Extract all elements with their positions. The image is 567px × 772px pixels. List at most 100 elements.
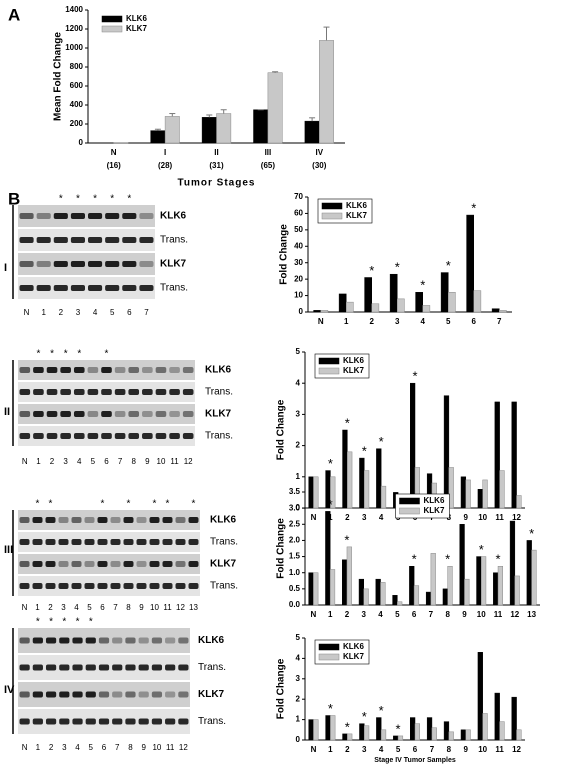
significance-star: * [362, 709, 367, 724]
bar [481, 556, 487, 606]
blot-band [70, 213, 85, 219]
significance-star: * [412, 369, 417, 384]
bar [150, 130, 166, 144]
blot-band [142, 411, 153, 417]
blot-band [182, 433, 194, 439]
blot-band [112, 691, 123, 698]
blot-band [178, 664, 189, 671]
x-tick-label: 6 [413, 745, 418, 754]
bar [329, 569, 336, 606]
lane-star: * [62, 617, 66, 628]
lane-star: * [49, 617, 53, 628]
blot-row-label: KLK6 [160, 211, 187, 222]
y-axis-title: Fold Change [276, 658, 287, 719]
blot-band [165, 637, 176, 644]
y-tick-label: 2 [296, 441, 301, 450]
x-tick-label: 4 [378, 610, 383, 619]
blot-band [87, 367, 99, 373]
blot-band [162, 583, 173, 589]
bar [531, 549, 537, 606]
blot-band [151, 664, 163, 671]
y-tick-label: 1 [296, 715, 301, 724]
blot-band [53, 237, 68, 243]
bar [410, 382, 416, 509]
legend-swatch [318, 653, 340, 661]
blot-band [19, 367, 31, 373]
blot-band [88, 237, 103, 243]
legend-swatch [101, 25, 123, 33]
stage-label: II [4, 406, 10, 418]
lane-label: N [22, 457, 28, 466]
blot-band [188, 517, 199, 523]
lane-label: N [22, 603, 28, 612]
blot-band [58, 583, 69, 589]
lane-label: 9 [139, 603, 144, 612]
x-tick-label: 1 [328, 513, 333, 522]
bar [511, 696, 517, 741]
y-tick-label: 10 [294, 291, 303, 300]
stage-label: III [4, 544, 13, 556]
blot-band [36, 285, 51, 291]
bar [346, 301, 354, 313]
legend-label: KLK7 [126, 24, 147, 33]
bar [363, 725, 370, 741]
blot-band [87, 433, 99, 439]
lane-label: 10 [150, 603, 159, 612]
lane-star: * [192, 499, 196, 510]
bar [363, 470, 370, 509]
blot-band [110, 583, 121, 589]
blot-row-label: Trans. [205, 431, 233, 442]
blot-band [70, 237, 85, 243]
lane-label: 10 [152, 743, 161, 752]
bar [464, 578, 470, 606]
bar [514, 575, 520, 606]
bar [494, 401, 500, 509]
lane-star: * [64, 349, 68, 360]
bar [482, 713, 488, 741]
blot-band [114, 433, 126, 439]
lane-star: * [49, 499, 53, 510]
blot-band [59, 637, 70, 644]
blot-band [19, 411, 31, 417]
bar [511, 401, 517, 509]
bar [330, 476, 336, 509]
lane-label: 8 [132, 457, 137, 466]
bar [380, 729, 387, 741]
lane-label: 6 [104, 457, 109, 466]
blot-band [19, 539, 30, 545]
bar [494, 692, 500, 741]
blot-band [85, 691, 96, 698]
y-tick-label: 0 [296, 735, 301, 744]
significance-star: * [379, 703, 384, 718]
blot-band [33, 389, 44, 395]
blot-band [138, 691, 149, 698]
blot-band [98, 664, 110, 671]
blot-band [36, 237, 51, 243]
significance-star: * [328, 701, 333, 716]
bar [415, 292, 423, 313]
lane-star: * [76, 617, 80, 628]
x-tick-label: 12 [512, 513, 521, 522]
bar [313, 572, 319, 606]
blot-band [72, 718, 83, 725]
x-tick-label: 4 [379, 745, 384, 754]
lane-label: 7 [113, 603, 118, 612]
blot-band [178, 637, 189, 644]
blot-band [19, 389, 31, 395]
blot-band [60, 367, 71, 373]
x-tick-sublabel: (16) [107, 161, 122, 170]
x-tick-label: 13 [527, 610, 536, 619]
significance-star: * [328, 456, 333, 471]
blot-band [188, 561, 199, 567]
blot-band [45, 583, 56, 589]
blot-row-label: KLK7 [205, 409, 232, 420]
legend-swatch [399, 497, 420, 505]
y-axis-title: Fold Change [276, 399, 287, 460]
blot-band [98, 637, 110, 644]
blot-band [114, 411, 126, 417]
bar [410, 717, 416, 741]
blot-band [122, 213, 137, 219]
x-tick-label: 2 [345, 610, 350, 619]
blot-row-label: KLK6 [210, 515, 237, 526]
legend-label: KLK7 [343, 366, 364, 375]
